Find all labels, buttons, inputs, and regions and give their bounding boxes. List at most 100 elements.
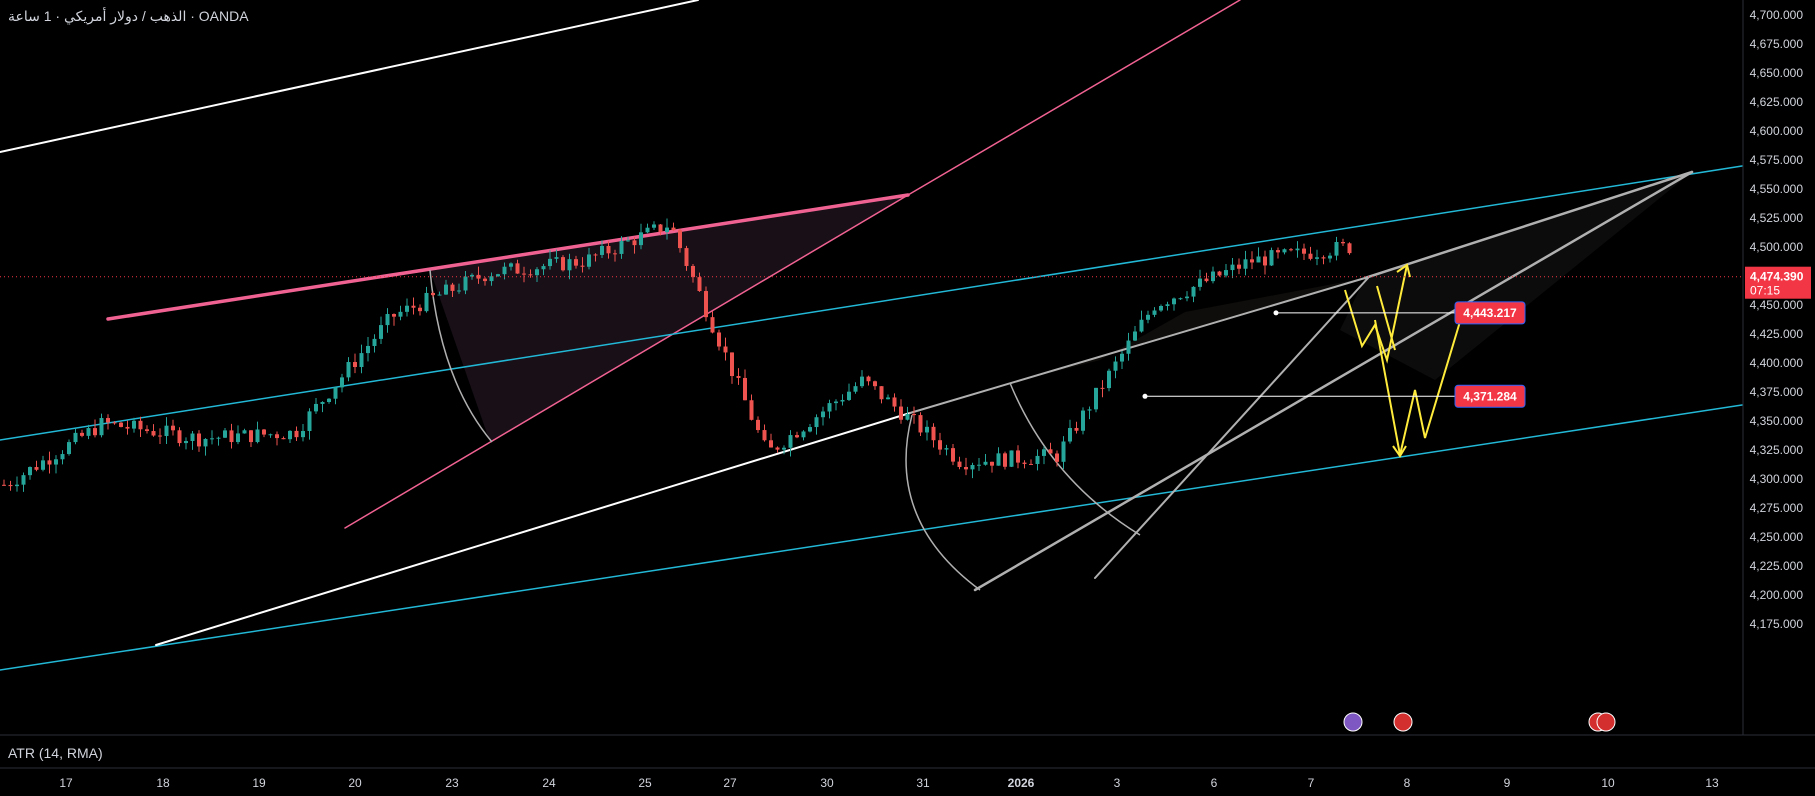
candle-body <box>1347 243 1352 254</box>
candle-body <box>977 464 981 466</box>
candle-body <box>67 442 71 455</box>
candle-body <box>795 435 799 438</box>
x-tick-label: 10 <box>1601 776 1615 790</box>
y-tick-label: 4,375.000 <box>1750 385 1804 399</box>
y-tick-label: 4,525.000 <box>1750 211 1804 225</box>
candle-body <box>847 391 851 400</box>
y-tick-label: 4,650.000 <box>1750 66 1804 80</box>
candle-body <box>268 434 273 436</box>
candle-body <box>970 464 975 470</box>
atr-indicator-label[interactable]: ATR (14, RMA) <box>8 745 103 761</box>
candle-body <box>411 305 416 308</box>
candles <box>2 218 1352 492</box>
symbol-title: OANDA · الذهب / دولار أمريكي · 1 ساعة <box>8 8 249 24</box>
candle-body <box>1315 257 1319 259</box>
candle-body <box>372 338 377 346</box>
candle-body <box>2 484 6 486</box>
candle-body <box>223 430 227 438</box>
candle-body <box>632 240 637 246</box>
candle-body <box>1237 264 1241 269</box>
x-tick-label: 3 <box>1114 776 1121 790</box>
candle-body <box>80 432 84 436</box>
y-tick-label: 4,325.000 <box>1750 443 1804 457</box>
gray-wedge-upper <box>909 277 1366 414</box>
white-trendline-mid <box>155 412 911 646</box>
candle-body <box>1243 259 1248 269</box>
x-tick-label: 24 <box>542 776 556 790</box>
candle-body <box>717 332 721 347</box>
candle-body <box>879 386 884 400</box>
candle-body <box>418 307 422 312</box>
candle-body <box>574 259 578 266</box>
candle-body <box>353 362 357 368</box>
candle-body <box>697 277 702 292</box>
candle-body <box>801 431 806 438</box>
candle-body <box>158 435 162 437</box>
candle-body <box>1165 304 1170 306</box>
candle-body <box>132 420 136 429</box>
candle-body <box>216 437 221 439</box>
candle-body <box>1204 278 1209 282</box>
level-label-box <box>1454 301 1526 325</box>
candle-body <box>203 438 208 447</box>
candle-body <box>54 459 58 465</box>
arc-right <box>1009 382 1141 536</box>
y-tick-label: 4,275.000 <box>1750 501 1804 515</box>
candle-body <box>814 417 819 428</box>
candle-body <box>736 376 741 378</box>
us-flag-event-icon <box>1596 712 1616 732</box>
candle-body <box>47 460 52 465</box>
candle-body <box>1250 259 1254 263</box>
candle-body <box>1055 453 1059 462</box>
candle-body <box>1113 361 1118 371</box>
candle-body <box>1003 453 1007 467</box>
candle-body <box>541 266 546 270</box>
y-tick-label: 4,425.000 <box>1750 327 1804 341</box>
candle-body <box>470 274 474 277</box>
candle-body <box>821 411 825 418</box>
x-tick-label: 23 <box>445 776 459 790</box>
candle-body <box>93 428 97 436</box>
candle-body <box>840 399 845 402</box>
arc-mid <box>905 414 981 591</box>
pink-extension-line <box>907 0 1241 196</box>
candle-body <box>899 406 903 420</box>
candle-body <box>1042 449 1046 456</box>
candle-body <box>320 401 325 404</box>
candle-body <box>236 433 240 443</box>
level-anchor-dot <box>1273 310 1279 316</box>
candle-body <box>99 418 104 436</box>
x-tick-label: 31 <box>916 776 930 790</box>
candle-body <box>678 230 682 249</box>
y-tick-label: 4,575.000 <box>1750 153 1804 167</box>
candle-body <box>15 484 19 487</box>
candle-body <box>457 290 461 292</box>
candle-body <box>990 461 994 466</box>
candle-body <box>242 430 247 434</box>
candle-body <box>587 254 591 267</box>
candle-body <box>652 224 656 228</box>
candle-body <box>1295 248 1300 251</box>
candle-body <box>567 259 572 271</box>
candle-body <box>450 284 455 291</box>
y-tick-label: 4,600.000 <box>1750 124 1804 138</box>
y-tick-label: 4,550.000 <box>1750 182 1804 196</box>
candle-body <box>73 432 78 443</box>
candle-body <box>210 438 214 440</box>
candle-body <box>1191 286 1196 297</box>
candle-body <box>788 435 793 448</box>
arrowhead-1 <box>1396 263 1411 278</box>
candle-body <box>743 377 747 401</box>
projection-arrow-a <box>1376 285 1396 351</box>
candle-body <box>288 430 292 440</box>
candle-body <box>1139 319 1144 332</box>
candle-body <box>184 440 188 444</box>
candle-body <box>756 419 760 431</box>
candle-body <box>255 429 260 443</box>
candle-body <box>1302 248 1306 254</box>
x-tick-label: 2026 <box>1008 776 1035 790</box>
candle-body <box>606 245 611 254</box>
candle-body <box>444 284 448 295</box>
candle-body <box>1276 250 1280 253</box>
